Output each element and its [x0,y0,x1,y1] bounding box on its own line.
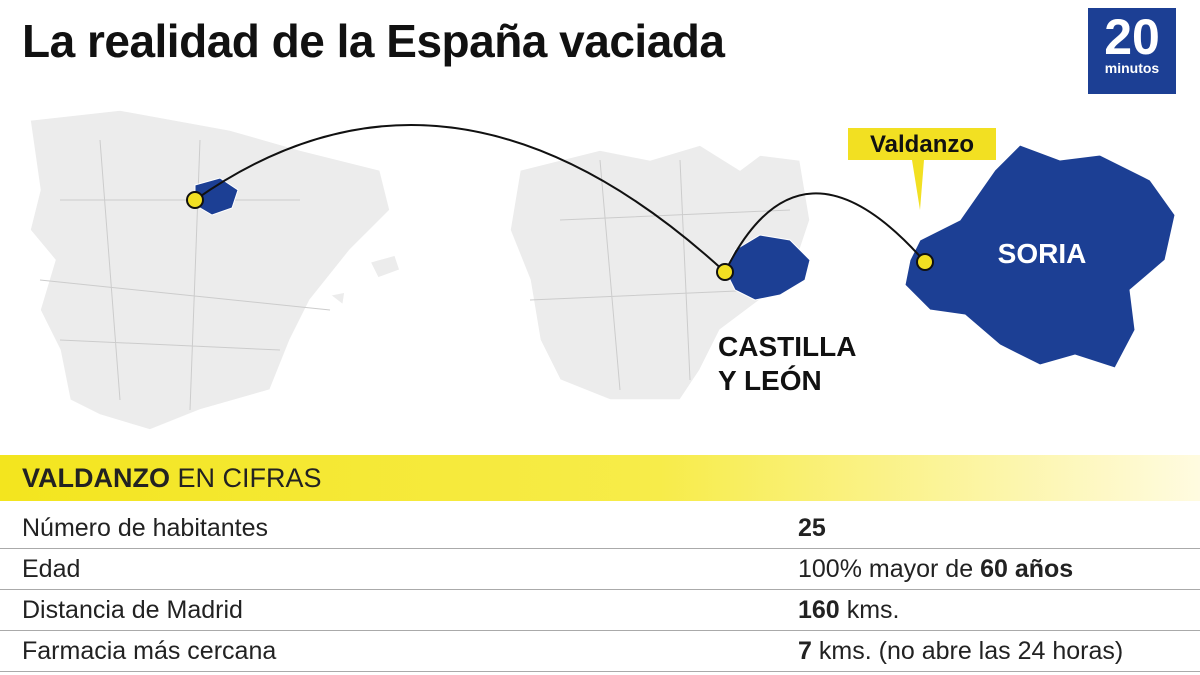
segment: 160 [798,595,840,624]
region-label: Y LEÓN [718,365,822,396]
point [916,253,934,271]
table-row: Número de habitantes 25 [0,508,1200,549]
segment: 100% mayor de [798,554,974,583]
village-label: Valdanzo [870,131,974,158]
segment: kms. (no abre las 24 horas) [818,636,1124,665]
soria [904,144,1176,369]
segment: 60 años [980,554,1074,583]
heading-text: VALDANZO EN CIFRAS [0,455,1200,501]
row-value: 100% mayor de 60 años [798,548,1200,590]
row-label: Distancia de Madrid [0,589,798,631]
segment: VALDANZO [22,463,170,493]
table-row: Farmacia más cercana 7 kms. (no abre las 2… [0,630,1200,672]
region-label: CASTILLA [718,331,856,362]
region-soria [724,234,811,301]
table-row: Distancia de Madrid 160 kms. [0,589,1200,631]
table-row: Edad 100% mayor de 60 años [0,548,1200,590]
segment: 7 [798,636,812,665]
row-value: 7 kms. (no abre las 24 horas) [798,630,1200,672]
spain [29,109,391,431]
logo: 20 minutos [1088,8,1176,94]
row-value: 160 kms. [798,589,1200,631]
row-label: Edad [0,548,798,590]
point [186,191,204,209]
map: Valdanzo SORIA CASTILLA Y LEÓN [29,109,1176,431]
table-heading: VALDANZO EN CIFRAS [0,455,1200,501]
figures-table: Número de habitantes 25 Edad 100% mayor de 6… [0,508,1200,672]
province-label: SORIA [998,238,1087,269]
segment: EN CIFRAS [177,463,322,493]
castilla-y-leon-region [509,144,811,401]
title: La realidad de la España vaciada [22,15,725,67]
row-value: 25 [798,508,1200,549]
village-callout [848,128,996,160]
balearics [328,254,401,307]
logo-number: 20 [1104,9,1160,65]
row-label: Farmacia más cercana [0,630,798,672]
point [716,263,734,281]
segment: kms. [846,595,900,624]
row-label: Número de habitantes [0,508,798,549]
logo-word: minutos [1104,60,1160,76]
segment: 25 [798,513,826,542]
